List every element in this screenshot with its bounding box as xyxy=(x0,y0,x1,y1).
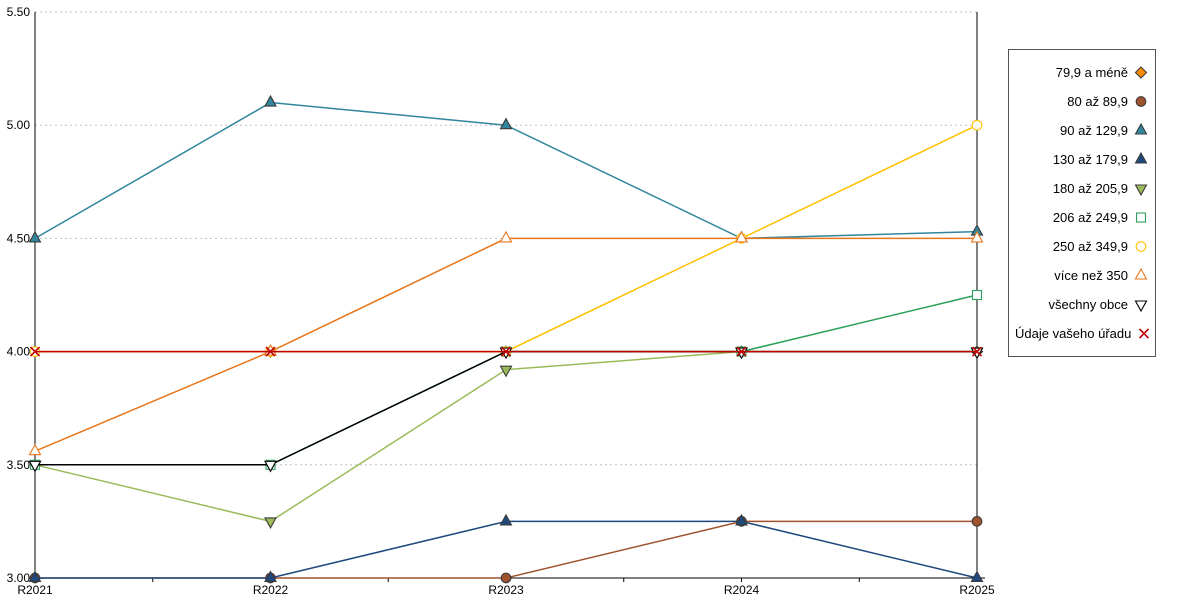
legend-marker-icon xyxy=(1134,152,1148,164)
legend-marker-icon xyxy=(1135,241,1147,252)
legend-item-label: 90 až 129,9 xyxy=(1060,122,1128,138)
legend-item-label: 206 až 249,9 xyxy=(1052,209,1128,225)
triangle-up-marker-icon xyxy=(264,94,277,107)
circle-marker-icon xyxy=(971,119,983,131)
triangle-down-marker-icon xyxy=(1134,300,1148,312)
legend-item: 79,9 a méně xyxy=(1015,58,1149,87)
legend-item-label: 250 až 349,9 xyxy=(1052,238,1128,254)
square-marker-icon xyxy=(1135,212,1147,223)
triangle-up-marker-icon xyxy=(499,513,513,526)
legend-item-label: 79,9 a méně xyxy=(1055,64,1128,80)
x-tick-label: R2021 xyxy=(17,583,53,597)
legend-item: 180 až 205,9 xyxy=(1015,174,1149,203)
triangle-down-marker-icon xyxy=(264,460,277,473)
triangle-up-marker-icon xyxy=(499,117,513,130)
x-marker-icon xyxy=(265,346,276,357)
triangle-up-marker-icon xyxy=(264,570,277,583)
triangle-up-marker-icon xyxy=(499,230,513,243)
x-marker-icon xyxy=(1139,328,1149,339)
triangle-down-marker-icon xyxy=(970,347,984,360)
legend-item-label: 130 až 179,9 xyxy=(1052,151,1128,167)
legend-item-label: Údaje vašeho úřadu xyxy=(1015,325,1132,341)
legend-item: 250 až 349,9 xyxy=(1015,232,1149,261)
y-tick-label: 4.50 xyxy=(7,231,31,245)
series-line xyxy=(34,237,977,452)
triangle-up-marker-icon xyxy=(735,513,748,526)
series-line xyxy=(35,520,977,579)
y-tick-label: 5.00 xyxy=(7,118,31,132)
triangle-up-marker-icon xyxy=(970,230,984,243)
circle-marker-icon xyxy=(971,516,983,527)
legend-marker-icon xyxy=(1134,66,1148,79)
series-line xyxy=(35,520,978,579)
triangle-down-marker-icon xyxy=(28,460,42,473)
diamond-marker-icon xyxy=(1134,66,1148,79)
chart-legend: 79,9 a méně 80 až 89,9 90 až 129,9 130 až 1… xyxy=(1008,49,1156,357)
triangle-down-marker-icon xyxy=(1134,184,1148,196)
triangle-up-marker-icon xyxy=(1134,268,1148,280)
legend-marker-icon xyxy=(1135,212,1147,223)
triangle-up-marker-icon xyxy=(970,570,984,583)
triangle-up-marker-icon xyxy=(28,230,42,243)
legend-item: 90 až 129,9 xyxy=(1015,116,1149,145)
square-marker-icon xyxy=(971,289,983,301)
legend-marker-icon xyxy=(1134,300,1148,312)
x-tick-label: R2022 xyxy=(253,583,289,597)
circle-marker-icon xyxy=(1135,241,1147,252)
triangle-up-marker-icon xyxy=(28,570,42,583)
x-tick-label: R2025 xyxy=(959,583,995,597)
y-tick-label: 4.00 xyxy=(7,345,31,359)
circle-marker-icon xyxy=(500,572,512,584)
x-marker-icon xyxy=(971,346,983,357)
triangle-down-marker-icon xyxy=(264,517,277,530)
x-tick-label: R2023 xyxy=(488,583,524,597)
x-tick-label: R2024 xyxy=(724,583,760,597)
legend-item: Údaje vašeho úřadu xyxy=(1015,319,1149,348)
triangle-up-marker-icon xyxy=(1134,152,1148,164)
legend-item-label: všechny obce xyxy=(1048,296,1129,312)
legend-marker-icon xyxy=(1139,328,1149,339)
circle-marker-icon xyxy=(1135,96,1147,107)
x-marker-icon xyxy=(736,346,747,357)
legend-item-label: 80 až 89,9 xyxy=(1067,93,1128,109)
triangle-up-marker-icon xyxy=(264,343,277,356)
triangle-up-marker-icon xyxy=(1134,123,1148,135)
triangle-down-marker-icon xyxy=(735,347,748,360)
triangle-down-marker-icon xyxy=(499,347,513,360)
y-tick-label: 5.50 xyxy=(7,5,31,19)
legend-item-label: více než 350 xyxy=(1054,267,1128,283)
triangle-down-marker-icon xyxy=(499,365,513,378)
legend-marker-icon xyxy=(1135,96,1147,107)
legend-item: více než 350 xyxy=(1015,261,1149,290)
legend-item: všechny obce xyxy=(1015,290,1149,319)
legend-marker-icon xyxy=(1134,123,1148,135)
x-marker-icon xyxy=(500,346,512,357)
y-tick-label: 3.00 xyxy=(7,571,31,585)
x-marker-icon xyxy=(29,346,41,357)
y-tick-label: 3.50 xyxy=(7,458,31,472)
legend-marker-icon xyxy=(1134,268,1148,280)
legend-item: 80 až 89,9 xyxy=(1015,87,1149,116)
legend-item: 206 až 249,9 xyxy=(1015,203,1149,232)
triangle-up-marker-icon xyxy=(28,443,42,456)
triangle-up-marker-icon xyxy=(735,230,748,243)
legend-item-label: 180 až 205,9 xyxy=(1052,180,1128,196)
series-line xyxy=(35,294,978,466)
legend-item: 130 až 179,9 xyxy=(1015,145,1149,174)
legend-marker-icon xyxy=(1134,184,1148,196)
